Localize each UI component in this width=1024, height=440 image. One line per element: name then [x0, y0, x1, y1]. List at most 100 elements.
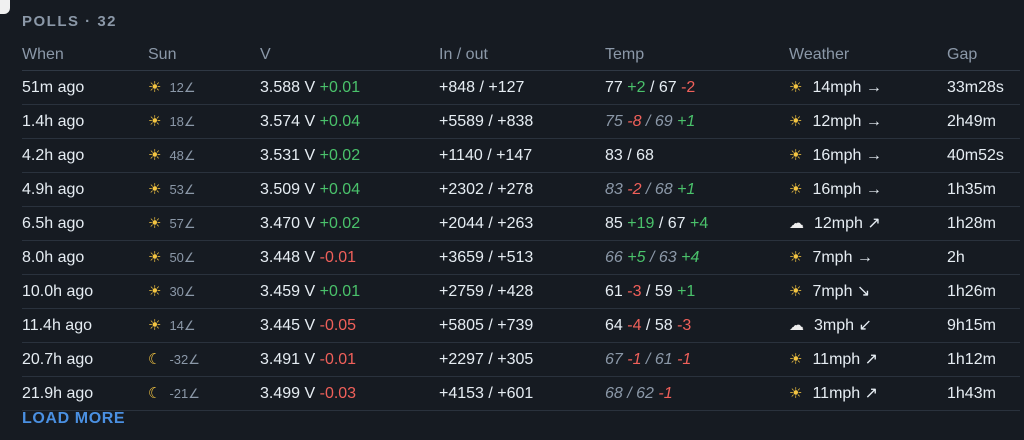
sun-icon: ☀	[148, 317, 162, 334]
weather-cell: ☀ 14mph →	[789, 71, 882, 104]
in-out-cell: +5805 / +739	[439, 317, 534, 334]
when-cell: 6.5h ago	[22, 215, 85, 232]
gap-cell: 9h15m	[947, 317, 996, 334]
temp-in: 85	[605, 215, 623, 232]
when-cell: 11.4h ago	[22, 317, 92, 334]
sun-icon: ☀	[148, 147, 162, 164]
temp-in-delta: -2	[627, 181, 642, 198]
temp-cell: 68 / 62 -1	[605, 385, 673, 402]
voltage-delta: -0.03	[319, 385, 357, 402]
table-row: 20.7h ago ☾ -32∠ 3.491 V -0.01 +2297 / +305 6…	[22, 343, 1020, 377]
in-out-cell: +4153 / +601	[439, 385, 534, 402]
wind-value: 14mph →	[812, 79, 882, 96]
temp-in-delta: -1	[627, 351, 642, 368]
voltage-value: 3.509 V	[260, 181, 316, 198]
col-temp: Temp	[605, 46, 645, 63]
voltage-cell: 3.574 V +0.04	[260, 105, 360, 138]
temp-in: 66	[605, 249, 623, 266]
wind-value: 7mph ↘	[812, 283, 871, 300]
col-voltage: V	[260, 46, 271, 63]
moon-icon: ☾	[148, 385, 162, 402]
sun-icon: ☀	[789, 283, 803, 300]
gap-cell: 2h49m	[947, 113, 996, 130]
in-out-cell: +2759 / +428	[439, 283, 534, 300]
sun-icon: ☀	[789, 249, 803, 266]
temp-in: 83	[605, 181, 623, 198]
weather-cell: ☀ 16mph →	[789, 173, 882, 206]
temp-cell: 83 -2 / 68 +1	[605, 181, 696, 198]
wind-value: 16mph →	[812, 181, 882, 198]
when-cell: 20.7h ago	[22, 351, 94, 368]
temp-cell: 61 -3 / 59 +1	[605, 283, 696, 300]
temp-in: 64	[605, 317, 623, 334]
table-row: 11.4h ago ☀ 14∠ 3.445 V -0.05 +5805 / +739 64…	[22, 309, 1020, 343]
in-out-cell: +5589 / +838	[439, 113, 534, 130]
sun-icon: ☀	[789, 181, 803, 198]
wind-value: 12mph →	[812, 113, 882, 130]
temp-out-delta: -2	[681, 79, 696, 96]
temp-out-delta: -1	[658, 385, 673, 402]
cloud-icon: ☁	[789, 215, 804, 232]
temp-out: 69	[654, 113, 673, 130]
weather-cell: ☀ 11mph ↗	[789, 343, 878, 376]
load-more-button[interactable]: LOAD MORE	[22, 410, 126, 427]
in-out-cell: +1140 / +147	[439, 147, 533, 164]
voltage-value: 3.445 V	[260, 317, 316, 334]
sun-cell: ☀ 14∠	[148, 309, 196, 342]
gap-cell: 40m52s	[947, 147, 1004, 164]
wind-value: 11mph ↗	[812, 385, 879, 402]
voltage-delta: +0.04	[319, 181, 361, 198]
temp-cell: 66 +5 / 63 +4	[605, 249, 700, 266]
in-out-cell: +848 / +127	[439, 79, 525, 96]
sun-angle: 30∠	[169, 284, 196, 299]
voltage-cell: 3.448 V -0.01	[260, 241, 356, 274]
when-cell: 21.9h ago	[22, 385, 94, 402]
voltage-value: 3.491 V	[260, 351, 316, 368]
sun-angle: 57∠	[169, 216, 196, 231]
voltage-cell: 3.491 V -0.01	[260, 343, 356, 376]
table-row: 10.0h ago ☀ 30∠ 3.459 V +0.01 +2759 / +428 61…	[22, 275, 1020, 309]
wind-value: 11mph ↗	[812, 351, 879, 368]
sun-angle: 12∠	[169, 80, 196, 95]
voltage-cell: 3.445 V -0.05	[260, 309, 356, 342]
gap-cell: 1h12m	[947, 351, 996, 368]
sun-angle: 14∠	[169, 318, 196, 333]
sun-icon: ☀	[148, 113, 162, 130]
voltage-value: 3.531 V	[260, 147, 316, 164]
gap-cell: 1h35m	[947, 181, 996, 198]
temp-in-delta: +5	[627, 249, 646, 266]
gap-cell: 2h	[947, 249, 965, 266]
temp-out: 59	[654, 283, 673, 300]
table-row: 4.2h ago ☀ 48∠ 3.531 V +0.02 +1140 / +147 83 …	[22, 139, 1020, 173]
weather-cell: ☀ 7mph →	[789, 241, 873, 274]
temp-out: 67	[658, 79, 677, 96]
weather-cell: ☀ 7mph ↘	[789, 275, 870, 308]
voltage-cell: 3.588 V +0.01	[260, 71, 360, 104]
temp-out: 67	[667, 215, 686, 232]
voltage-delta: +0.02	[319, 147, 361, 164]
temp-in-delta: -4	[627, 317, 642, 334]
temp-in-delta: +2	[627, 79, 646, 96]
moon-icon: ☾	[148, 351, 162, 368]
temp-out-delta: +1	[677, 113, 696, 130]
sun-angle: 48∠	[169, 148, 196, 163]
when-cell: 1.4h ago	[22, 113, 85, 130]
weather-cell: ☀ 11mph ↗	[789, 377, 878, 410]
temp-cell: 67 -1 / 61 -1	[605, 351, 692, 368]
voltage-cell: 3.531 V +0.02	[260, 139, 360, 172]
sun-cell: ☀ 12∠	[148, 71, 196, 104]
sun-cell: ☾ -32∠	[148, 343, 200, 376]
voltage-delta: -0.01	[319, 351, 357, 368]
temp-out-delta: +4	[681, 249, 700, 266]
temp-out: 63	[658, 249, 677, 266]
when-cell: 10.0h ago	[22, 283, 94, 300]
sun-angle: -21∠	[169, 386, 200, 401]
temp-cell: 75 -8 / 69 +1	[605, 113, 696, 130]
when-cell: 51m ago	[22, 79, 85, 96]
wind-value: 16mph →	[812, 147, 882, 164]
temp-in-delta: -3	[627, 283, 642, 300]
sun-cell: ☀ 18∠	[148, 105, 196, 138]
voltage-delta: -0.05	[319, 317, 357, 334]
wind-value: 12mph ↗	[814, 215, 881, 232]
temp-out-delta: -1	[677, 351, 692, 368]
